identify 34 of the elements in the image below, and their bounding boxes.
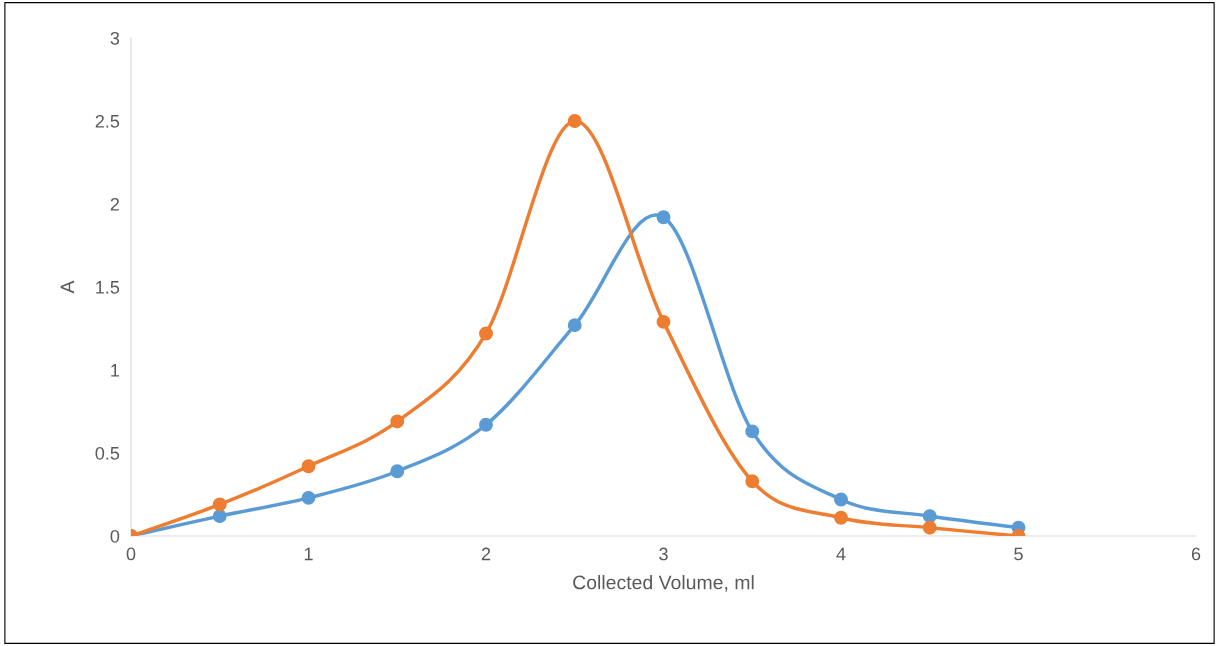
point [567, 318, 582, 333]
y-tick-label: 2.5 [95, 114, 120, 128]
x-tick-label: 4 [836, 547, 846, 561]
x-tick-label: 5 [1014, 547, 1023, 561]
point [301, 459, 316, 474]
point [479, 417, 493, 432]
y-tick-label: 0 [110, 529, 120, 543]
point [656, 210, 671, 225]
point [390, 464, 405, 479]
point [745, 474, 760, 489]
point [922, 509, 937, 524]
point [567, 114, 582, 128]
x-tick-label: 1 [304, 547, 313, 561]
point [922, 520, 937, 535]
x-tick-label: 2 [481, 547, 491, 561]
y-tick-label: 1 [111, 364, 120, 377]
point [212, 509, 227, 524]
x-axis-title: Collected Volume, ml [573, 575, 754, 592]
y-tick-label: 1.5 [96, 281, 120, 294]
x-tick-label: 0 [126, 547, 136, 561]
point [656, 314, 671, 329]
x-tick-label: 6 [1191, 547, 1201, 561]
point [301, 490, 316, 505]
y-tick-label: 2 [110, 197, 119, 211]
point [479, 326, 493, 341]
y-tick-label: 3 [110, 31, 120, 45]
point [745, 424, 760, 439]
y-axis-title: A [60, 280, 75, 294]
x-tick-label: 3 [659, 547, 668, 561]
point [390, 414, 405, 429]
y-tick-label: 0.5 [95, 446, 120, 460]
point [212, 497, 227, 512]
point [834, 492, 848, 507]
point [834, 510, 848, 525]
